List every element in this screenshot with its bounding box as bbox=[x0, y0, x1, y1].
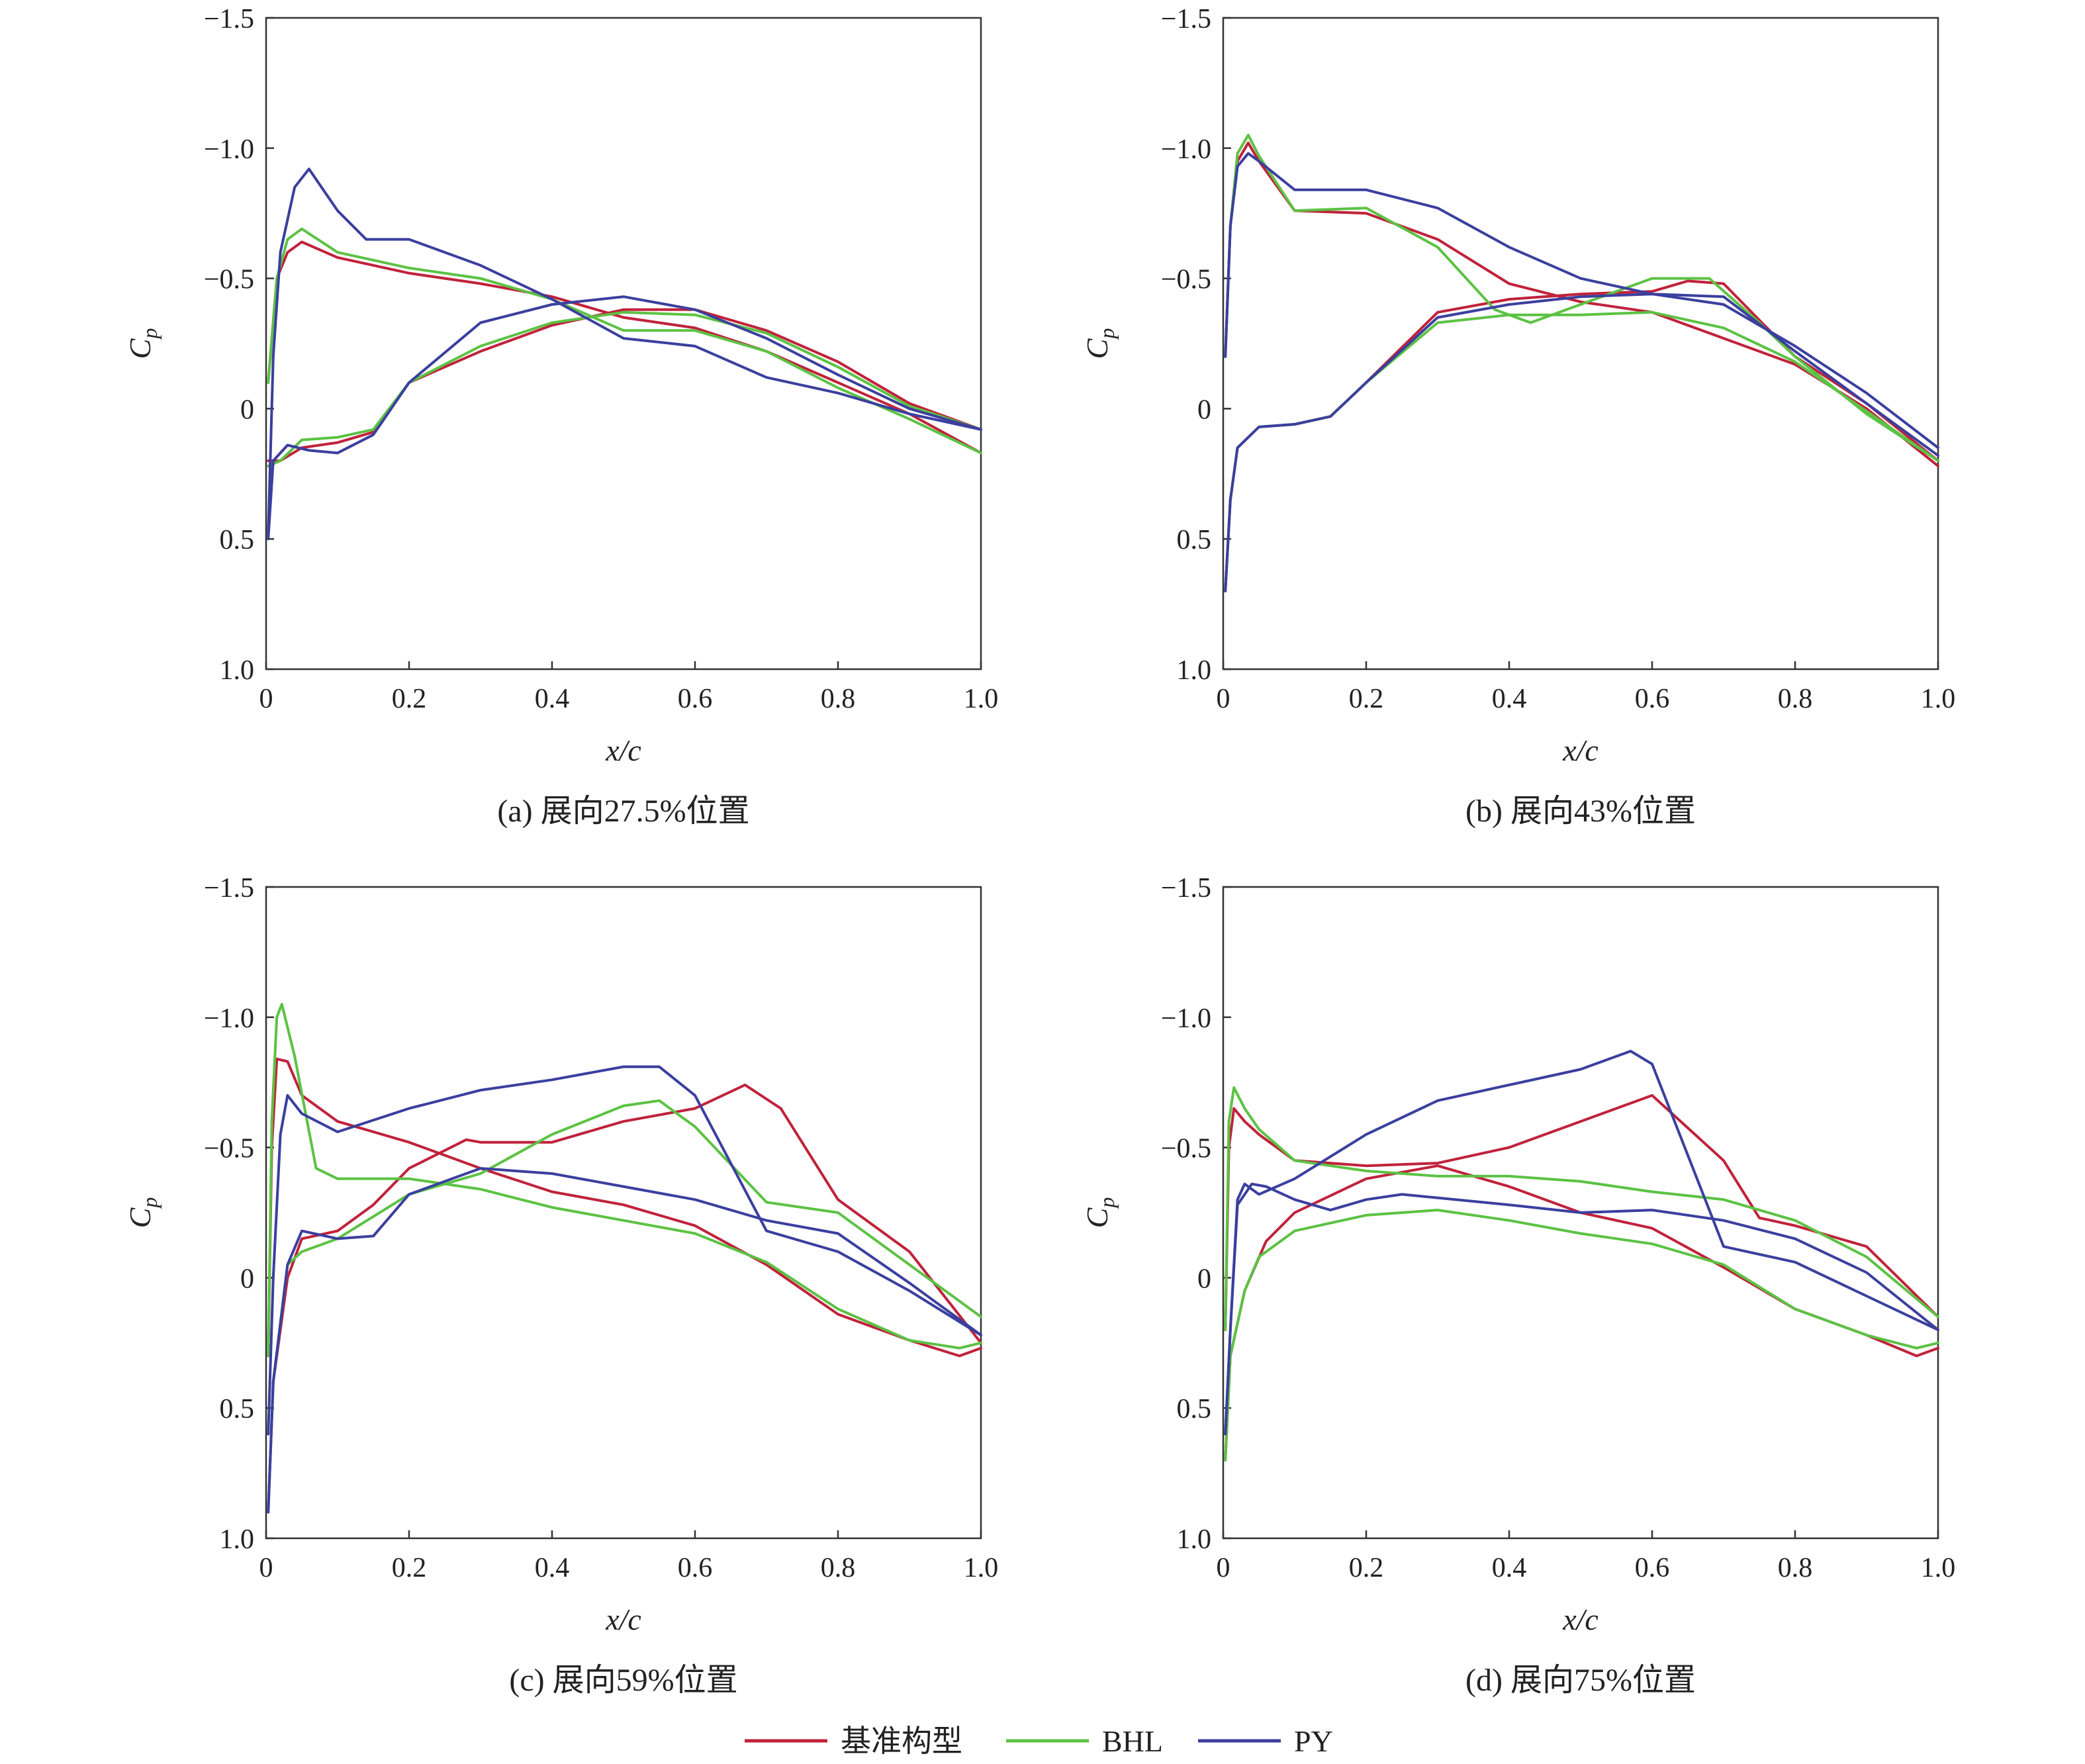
y-tick-label: −1.0 bbox=[1161, 134, 1211, 165]
panel-a: 0 0.2 0.4 0.6 0.8 1.0 −1.5 −1.0 −0.5 0 0.5 1.0 x/c Cp… bbox=[123, 4, 998, 829]
y-tick-label: 0.5 bbox=[220, 525, 255, 555]
x-tick-label: 0.4 bbox=[1492, 684, 1527, 714]
legend-label: 基准构型 bbox=[841, 1724, 962, 1758]
panel-caption: (a) 展向27.5%位置 bbox=[497, 794, 749, 829]
x-tick-label: 0.6 bbox=[678, 1553, 713, 1583]
legend-label: PY bbox=[1294, 1724, 1333, 1758]
x-tick-label: 0.8 bbox=[821, 684, 856, 714]
y-tick-label: −1.5 bbox=[204, 4, 254, 34]
y-tick-label: −1.5 bbox=[1161, 4, 1211, 34]
series-bhl-upper-line bbox=[267, 1003, 982, 1358]
x-tick-label: 0.2 bbox=[392, 684, 427, 714]
x-tick-label: 0 bbox=[1217, 1553, 1230, 1583]
series-bhl-upper-line bbox=[267, 227, 982, 455]
y-tick-label: 0.5 bbox=[220, 1394, 255, 1424]
x-axis-label: x/c bbox=[605, 1602, 641, 1636]
y-tick-label: −1.0 bbox=[204, 1003, 254, 1034]
series-bhl-lower-line bbox=[267, 310, 982, 467]
series-py-lower-line bbox=[267, 295, 982, 541]
y-axis-label: Cp bbox=[123, 1197, 162, 1229]
series-baseline-upper-line bbox=[267, 240, 982, 455]
legend-item-baseline: 基准构型 bbox=[745, 1724, 962, 1758]
series-py-upper-line bbox=[267, 167, 982, 535]
panel-c: 0 0.2 0.4 0.6 0.8 1.0 −1.5 −1.0 −0.5 0 0.5 1.0 x/c Cp… bbox=[123, 873, 998, 1698]
y-tick-label: 0 bbox=[240, 395, 254, 425]
x-tick-label: 0.2 bbox=[392, 1553, 427, 1583]
series-py-upper-line bbox=[1224, 152, 1939, 449]
y-tick-label: −0.5 bbox=[204, 1134, 254, 1164]
series-py-upper-line bbox=[267, 1065, 982, 1436]
panels: 0 0.2 0.4 0.6 0.8 1.0 −1.5 −1.0 −0.5 0 0.5 1.0 x/c Cp… bbox=[123, 4, 1955, 1698]
x-tick-label: 1.0 bbox=[964, 684, 999, 714]
y-tick-label: −0.5 bbox=[1161, 1134, 1211, 1164]
y-axis-label: Cp bbox=[1080, 1197, 1119, 1229]
series-bhl-lower-line bbox=[267, 1099, 982, 1514]
legend: 基准构型 BHL PY bbox=[745, 1724, 1333, 1758]
x-axis-label: x/c bbox=[1562, 733, 1598, 767]
panel-caption: (c) 展向59%位置 bbox=[509, 1663, 737, 1698]
x-tick-label: 1.0 bbox=[1921, 684, 1956, 714]
y-axis-label: Cp bbox=[1080, 328, 1119, 359]
series-baseline-lower-line bbox=[267, 308, 982, 463]
y-tick-label: −0.5 bbox=[204, 265, 254, 295]
y-tick-label: −1.0 bbox=[204, 134, 254, 165]
x-tick-label: 0.4 bbox=[1492, 1553, 1527, 1583]
y-tick-label: 0 bbox=[240, 1264, 254, 1294]
series-bhl-lower-line bbox=[1224, 1209, 1939, 1462]
x-tick-label: 0 bbox=[1217, 684, 1230, 714]
x-tick-label: 0.4 bbox=[535, 684, 570, 714]
y-tick-label: 1.0 bbox=[1177, 655, 1212, 686]
legend-item-bhl: BHL bbox=[1006, 1724, 1163, 1758]
legend-item-py: PY bbox=[1198, 1724, 1333, 1758]
series-baseline-upper-line bbox=[267, 1057, 982, 1358]
x-axis-label: x/c bbox=[1562, 1602, 1598, 1636]
y-tick-label: 0.5 bbox=[1177, 525, 1212, 555]
y-tick-label: −1.5 bbox=[204, 873, 254, 904]
y-tick-label: −0.5 bbox=[1161, 265, 1211, 295]
y-tick-label: 1.0 bbox=[1177, 1524, 1212, 1555]
series-py-lower-line bbox=[1224, 293, 1939, 592]
x-tick-label: 1.0 bbox=[964, 1553, 999, 1583]
x-axis-label: x/c bbox=[605, 733, 641, 767]
y-tick-label: 0.5 bbox=[1177, 1394, 1212, 1424]
series-baseline-upper-line bbox=[1224, 1093, 1939, 1332]
x-tick-label: 0.6 bbox=[1635, 1553, 1670, 1583]
plot-frame bbox=[1222, 886, 1939, 1540]
panel-d: 0 0.2 0.4 0.6 0.8 1.0 −1.5 −1.0 −0.5 0 0.5 1.0 x/c Cp… bbox=[1080, 873, 1955, 1698]
legend-label: BHL bbox=[1102, 1724, 1163, 1758]
y-tick-label: 0 bbox=[1197, 395, 1211, 425]
y-axis-label: Cp bbox=[123, 328, 162, 359]
x-tick-label: 0.4 bbox=[535, 1553, 570, 1583]
series-baseline-lower-line bbox=[267, 1084, 982, 1514]
plot-frame bbox=[265, 17, 982, 671]
x-tick-label: 0.8 bbox=[821, 1553, 856, 1583]
x-tick-label: 0.6 bbox=[1635, 684, 1670, 714]
x-tick-label: 0 bbox=[259, 1553, 273, 1583]
series-baseline-upper-line bbox=[1224, 141, 1939, 467]
panel-b: 0 0.2 0.4 0.6 0.8 1.0 −1.5 −1.0 −0.5 0 0.5 1.0 x/c Cp… bbox=[1080, 4, 1955, 829]
x-tick-label: 0.2 bbox=[1349, 684, 1384, 714]
series-py-upper-line bbox=[1224, 1050, 1939, 1436]
y-tick-label: −1.0 bbox=[1161, 1003, 1211, 1034]
plot-frame bbox=[265, 886, 982, 1540]
series-py-lower-line bbox=[1224, 1182, 1939, 1436]
series-py-lower-line bbox=[267, 1167, 982, 1514]
series-baseline-lower-line bbox=[1224, 279, 1939, 592]
x-tick-label: 0.8 bbox=[1778, 684, 1813, 714]
y-tick-label: −1.5 bbox=[1161, 873, 1211, 904]
panel-caption: (b) 展向43%位置 bbox=[1465, 794, 1696, 829]
y-tick-label: 0 bbox=[1197, 1264, 1211, 1294]
panel-caption: (d) 展向75%位置 bbox=[1465, 1663, 1696, 1698]
plot-frame bbox=[1222, 17, 1939, 671]
x-tick-label: 0.2 bbox=[1349, 1553, 1384, 1583]
series-bhl-upper-line bbox=[1224, 1086, 1939, 1332]
y-tick-label: 1.0 bbox=[220, 655, 255, 686]
series-bhl-lower-line bbox=[1224, 310, 1939, 592]
x-tick-label: 0 bbox=[259, 684, 273, 714]
x-tick-label: 0.8 bbox=[1778, 1553, 1813, 1583]
x-tick-label: 0.6 bbox=[678, 684, 713, 714]
x-tick-label: 1.0 bbox=[1921, 1553, 1956, 1583]
y-tick-label: 1.0 bbox=[220, 1524, 255, 1555]
